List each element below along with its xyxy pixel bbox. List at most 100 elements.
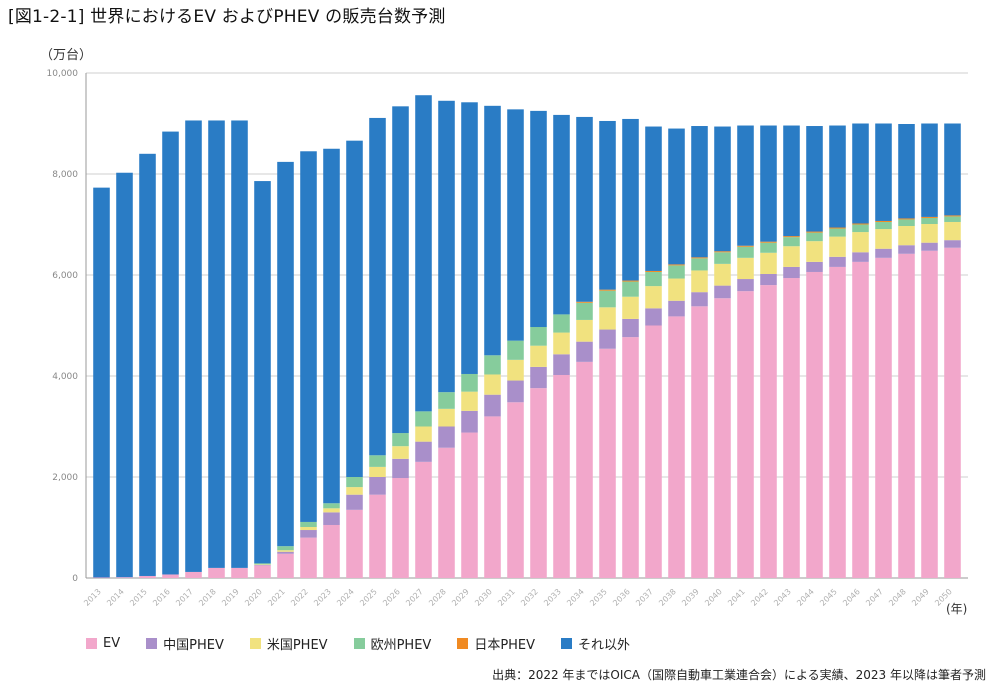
bar-segment-2035-それ以外 — [599, 120, 616, 290]
bar-segment-2019-それ以外 — [231, 120, 248, 568]
x-tick-label: 2016 — [151, 587, 172, 608]
legend-label: 米国PHEV — [266, 638, 328, 653]
bar-segment-2025-中国PHEV — [369, 477, 386, 495]
bar-segment-2022-中国PHEV — [300, 530, 317, 538]
bar-segment-2031-それ以外 — [507, 109, 524, 341]
bar-segment-2031-米国PHEV — [507, 359, 524, 381]
bar-segment-2023-それ以外 — [323, 148, 340, 504]
bar-segment-2040-EV — [714, 298, 731, 578]
x-axis-year-label: (年) — [946, 602, 967, 616]
bar-segment-2029-欧州PHEV — [461, 373, 478, 392]
bar-segment-2042-それ以外 — [760, 125, 777, 242]
bar-segment-2032-欧州PHEV — [530, 327, 547, 346]
bar-segment-2039-それ以外 — [691, 126, 708, 258]
bar-segment-2022-EV — [300, 537, 317, 578]
bar-segment-2020-EV — [254, 565, 271, 579]
bar-segment-2013-EV — [93, 577, 110, 578]
bar-segment-2038-欧州PHEV — [668, 265, 685, 279]
bar-segment-2037-それ以外 — [645, 126, 662, 271]
bar-segment-2025-EV — [369, 494, 386, 578]
bar-segment-2050-それ以外 — [944, 123, 961, 216]
bar-segment-2049-EV — [921, 250, 938, 578]
bar-segment-2028-米国PHEV — [438, 408, 455, 427]
legend-item: 欧州PHEV — [353, 634, 432, 653]
bar-segment-2034-それ以外 — [576, 116, 593, 302]
bar-segment-2036-それ以外 — [622, 118, 639, 281]
bar-segment-2042-中国PHEV — [760, 273, 777, 286]
bar-segment-2034-米国PHEV — [576, 319, 593, 342]
figure-title: [図1-2-1] 世界におけるEV およびPHEV の販売台数予測 — [8, 7, 446, 27]
bar-segment-2023-米国PHEV — [323, 508, 340, 513]
bar-segment-2036-中国PHEV — [622, 318, 639, 338]
legend-swatch — [86, 638, 97, 649]
x-tick-label: 2028 — [427, 587, 448, 608]
x-tick-label: 2014 — [105, 587, 126, 608]
bar-segment-2032-それ以外 — [530, 110, 547, 328]
bar-segment-2041-中国PHEV — [737, 279, 754, 292]
bar-segment-2034-EV — [576, 361, 593, 578]
bar-segment-2023-欧州PHEV — [323, 503, 340, 509]
x-tick-label: 2044 — [795, 587, 816, 608]
legend-label: EV — [103, 636, 121, 651]
bar-segment-2029-それ以外 — [461, 102, 478, 374]
x-tick-label: 2034 — [565, 587, 586, 608]
bar-segment-2018-EV — [208, 567, 225, 578]
x-tick-label: 2021 — [266, 587, 287, 608]
bar-segment-2049-欧州PHEV — [921, 217, 938, 224]
bar-segment-2044-日本PHEV — [806, 231, 823, 233]
bar-segment-2020-中国PHEV — [254, 564, 271, 566]
x-tick-label: 2036 — [611, 587, 632, 608]
bar-segment-2028-EV — [438, 447, 455, 578]
bar-segment-2033-中国PHEV — [553, 354, 570, 375]
bar-segment-2041-欧州PHEV — [737, 246, 754, 258]
bar-segment-2031-EV — [507, 402, 524, 578]
bar-segment-2047-中国PHEV — [875, 248, 892, 258]
bar-segment-2014-それ以外 — [116, 172, 133, 578]
bar-segment-2043-欧州PHEV — [783, 237, 800, 247]
bar-segment-2026-中国PHEV — [392, 458, 409, 479]
bar-segment-2048-それ以外 — [898, 124, 915, 219]
bar-segment-2037-米国PHEV — [645, 286, 662, 309]
x-tick-label: 2024 — [335, 587, 356, 608]
bar-segment-2048-EV — [898, 253, 915, 579]
bar-segment-2020-欧州PHEV — [254, 563, 271, 565]
bar-segment-2045-それ以外 — [829, 125, 846, 228]
x-tick-label: 2041 — [726, 587, 747, 608]
legend: EV 中国PHEV 米国PHEV 欧州PHEV 日本PHEV それ以外 — [86, 634, 656, 653]
bar-segment-2014-EV — [116, 577, 133, 578]
bar-segment-2050-日本PHEV — [944, 215, 961, 217]
bar-segment-2021-欧州PHEV — [277, 546, 294, 551]
bar-segment-2016-EV — [162, 574, 179, 578]
bar-segment-2040-日本PHEV — [714, 251, 731, 253]
bar-segment-2023-EV — [323, 524, 340, 578]
bar-segment-2043-米国PHEV — [783, 246, 800, 267]
bar-segment-2043-中国PHEV — [783, 266, 800, 279]
x-tick-label: 2048 — [887, 587, 908, 608]
bar-segment-2042-EV — [760, 285, 777, 578]
x-tick-label: 2045 — [818, 587, 839, 608]
bar-segment-2030-EV — [484, 416, 501, 578]
bar-segment-2046-中国PHEV — [852, 252, 869, 262]
x-tick-label: 2026 — [381, 587, 402, 608]
bar-segment-2049-日本PHEV — [921, 216, 938, 218]
bar-segment-2036-欧州PHEV — [622, 281, 639, 297]
bar-segment-2022-米国PHEV — [300, 527, 317, 531]
legend-label: 欧州PHEV — [370, 638, 432, 653]
bar-segment-2015-それ以外 — [139, 153, 156, 576]
bar-segment-2034-欧州PHEV — [576, 302, 593, 320]
x-tick-label: 2046 — [841, 587, 862, 608]
bar-segment-2038-中国PHEV — [668, 300, 685, 317]
bar-segment-2027-それ以外 — [415, 95, 432, 412]
bar-segment-2025-米国PHEV — [369, 466, 386, 477]
legend-swatch — [561, 638, 573, 649]
x-tick-label: 2049 — [910, 587, 931, 608]
bar-segment-2037-欧州PHEV — [645, 271, 662, 287]
bar-segment-2041-EV — [737, 291, 754, 578]
bar-segment-2024-EV — [346, 509, 363, 578]
bar-segment-2030-米国PHEV — [484, 374, 501, 395]
legend-label: 日本PHEV — [474, 638, 536, 653]
bar-segment-2028-中国PHEV — [438, 426, 455, 448]
bar-segment-2027-米国PHEV — [415, 426, 432, 442]
bar-segment-2024-米国PHEV — [346, 487, 363, 495]
x-tick-label: 2031 — [496, 587, 517, 608]
